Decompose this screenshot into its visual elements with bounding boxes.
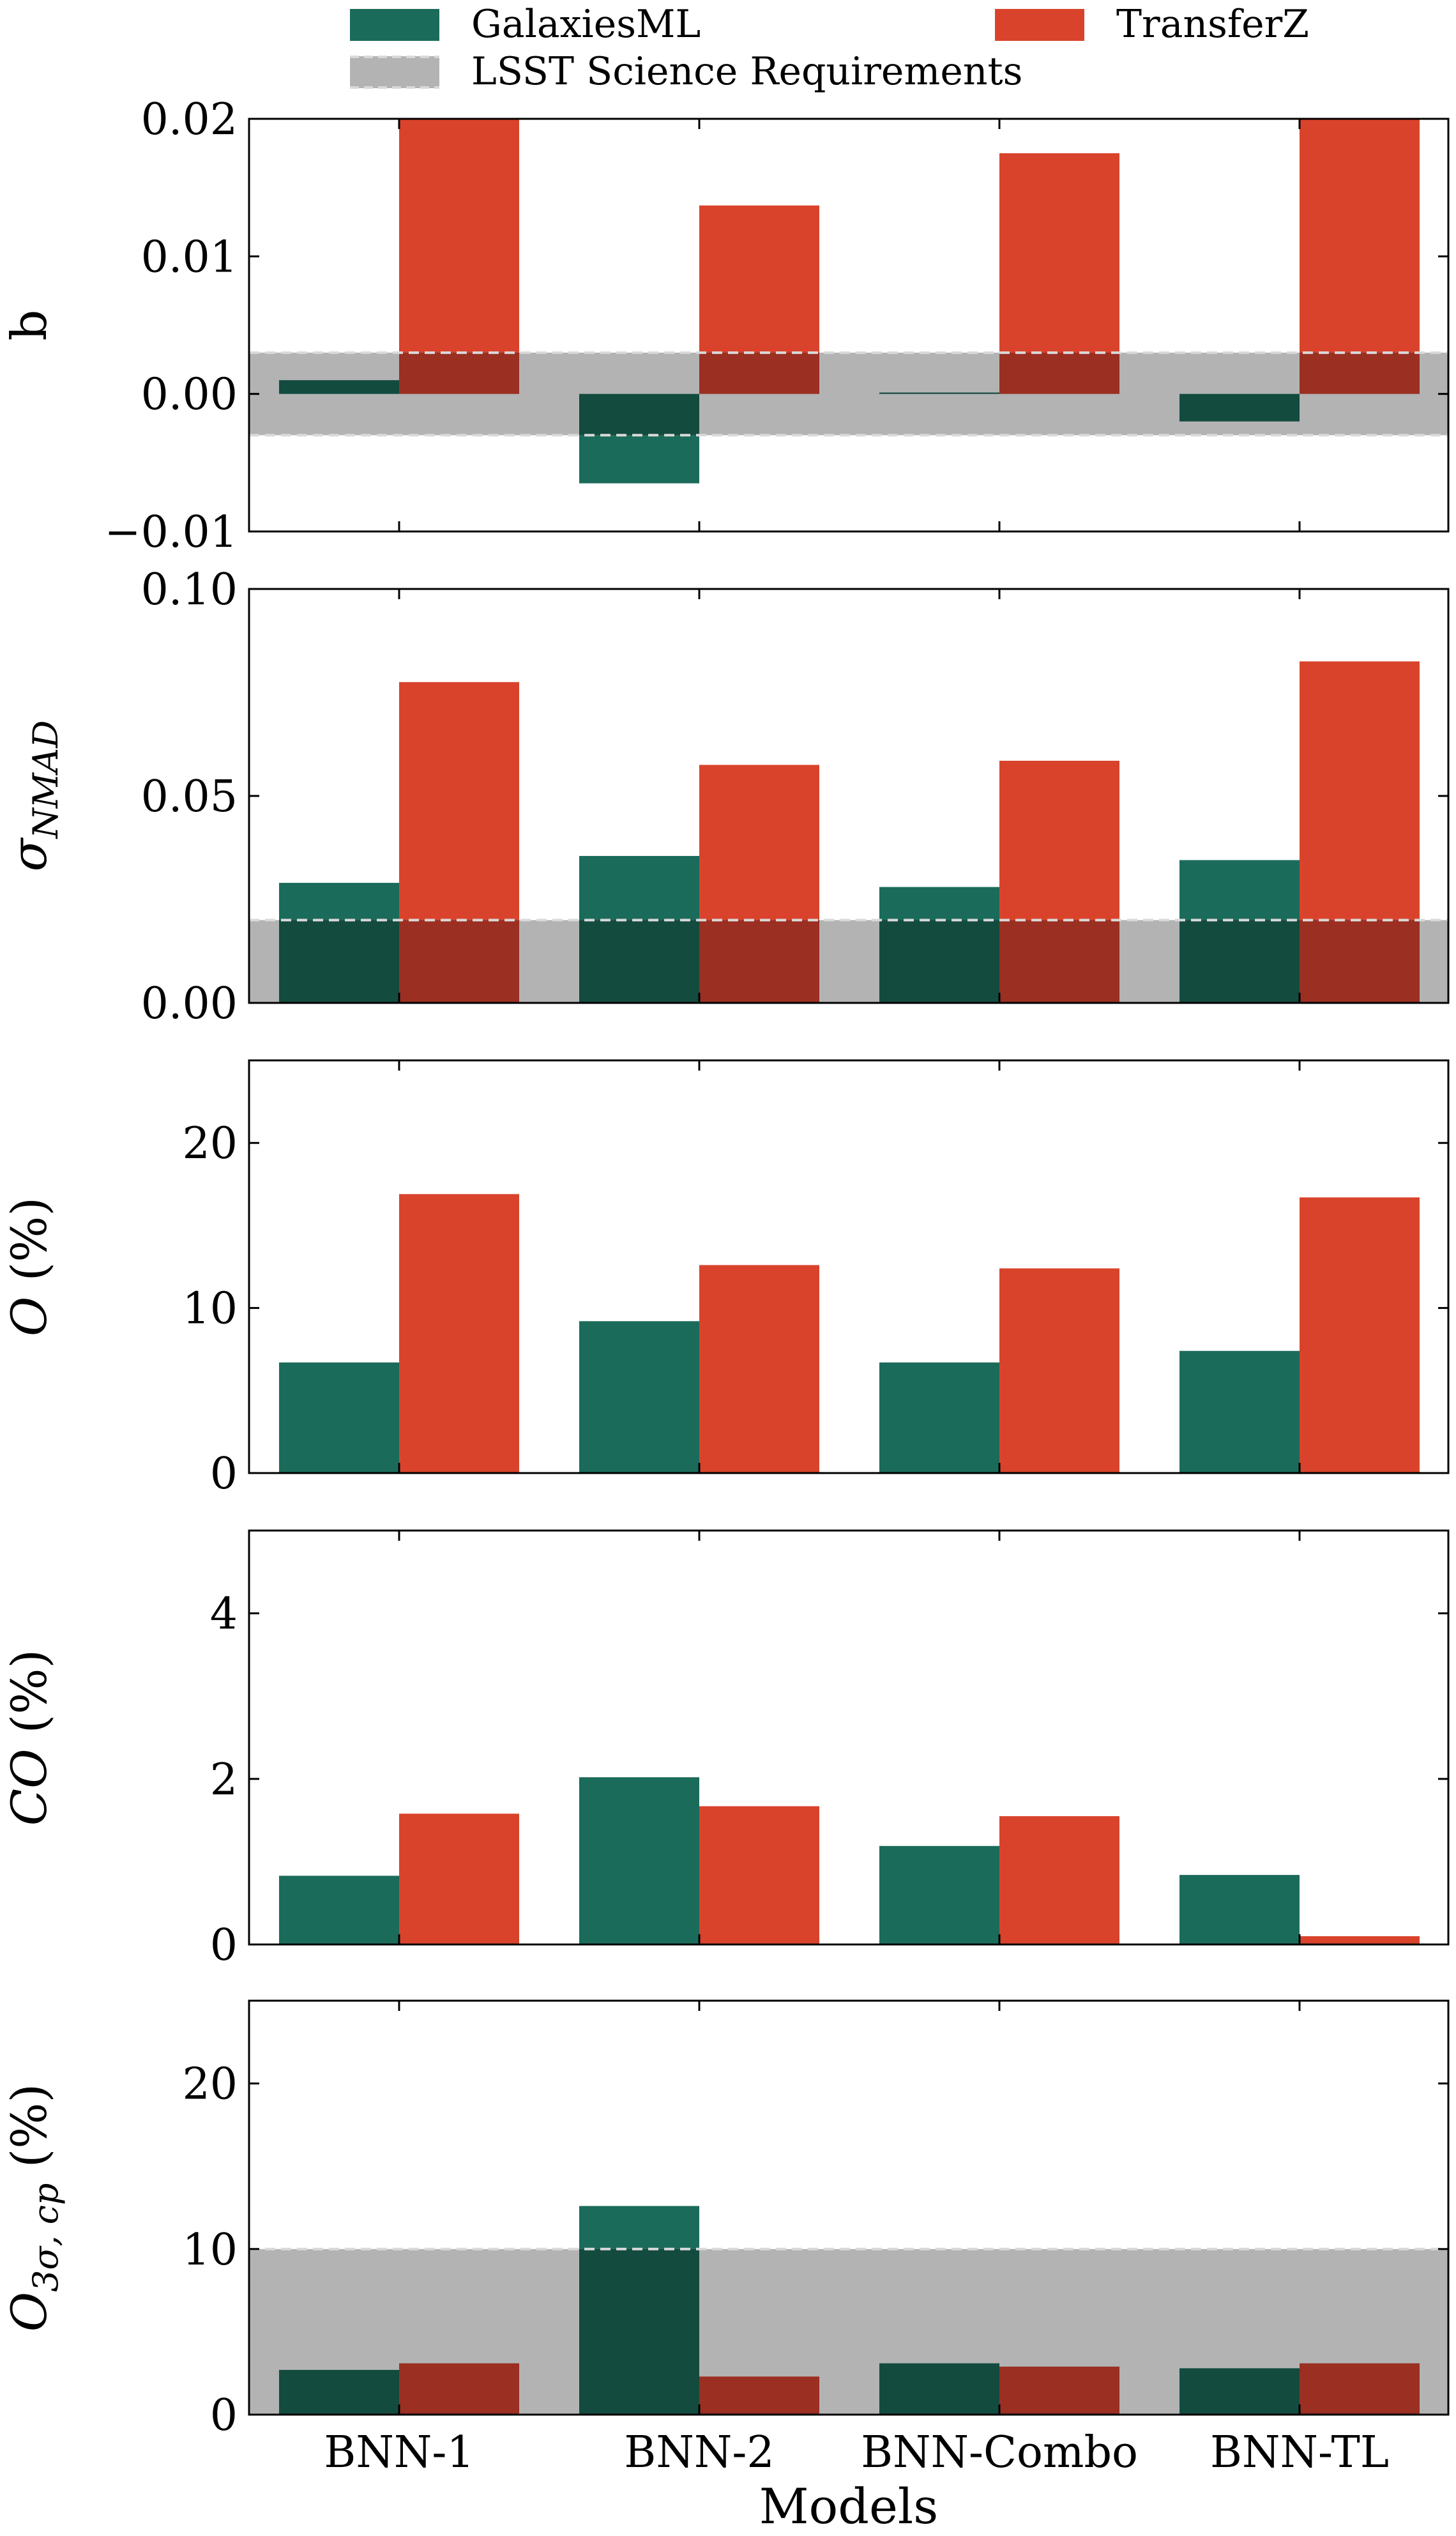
bar-band-overlap-bias-galaxiesml-bnn-tl — [1179, 393, 1300, 422]
bar-band-overlap-nmad-galaxiesml-bnn-1 — [279, 920, 399, 1003]
panels: −0.010.000.010.02b0.000.050.10σNMAD01020… — [1, 95, 1450, 2441]
ytick-label-nmad-2: 0.10 — [141, 565, 238, 615]
bars-outlier3sigma — [249, 2206, 1448, 2415]
legend-label-lsst: LSST Science Requirements — [471, 49, 1022, 94]
bar-band-overlap-nmad-transferz-bnn-1 — [399, 920, 519, 1003]
ytick-label-catastrophic-2: 4 — [210, 1589, 238, 1640]
bar-outlier-transferz-bnn-1 — [399, 1194, 519, 1473]
panel-catastrophic: 0 2 4 CO (%) — [1, 1529, 1450, 1971]
bar-band-overlap-nmad-galaxiesml-bnn-tl — [1179, 920, 1300, 1003]
bar-band-overlap-nmad-galaxiesml-bnn-combo — [879, 920, 999, 1003]
bar-catastrophic-galaxiesml-bnn-2 — [579, 1777, 699, 1944]
ylabel-bias: b — [1, 310, 57, 341]
bar-outlier-galaxiesml-bnn-combo — [879, 1362, 999, 1473]
ytick-label-bias-3: 0.02 — [141, 95, 238, 145]
bar-band-overlap-bias-transferz-bnn-tl — [1300, 353, 1420, 394]
legend-swatch-transferz — [995, 9, 1084, 41]
ylabel-nmad: σNMAD — [1, 721, 66, 872]
bar-outlier-galaxiesml-bnn-1 — [279, 1362, 399, 1473]
ytick-label-outlier3sigma-2: 20 — [182, 2059, 238, 2110]
ytick-label-outlier3sigma-1: 10 — [182, 2225, 238, 2275]
bar-band-overlap-outlier3sigma-galaxiesml-bnn-2 — [579, 2249, 699, 2415]
bar-band-overlap-bias-galaxiesml-bnn-1 — [279, 380, 399, 394]
legend-swatch-galaxiesml — [350, 9, 439, 41]
bar-band-overlap-bias-transferz-bnn-1 — [399, 353, 519, 394]
bar-band-overlap-outlier3sigma-galaxiesml-bnn-1 — [279, 2370, 399, 2415]
bar-band-overlap-outlier3sigma-transferz-bnn-2 — [699, 2376, 819, 2415]
ytick-label-bias-2: 0.01 — [141, 232, 238, 282]
axes-frame-bias — [248, 118, 1450, 533]
category-label-bnn-2: BNN-2 — [624, 2427, 774, 2478]
bar-band-overlap-bias-galaxiesml-bnn-combo — [879, 392, 999, 394]
bar-catastrophic-galaxiesml-bnn-1 — [279, 1875, 399, 1944]
bar-band-overlap-bias-galaxiesml-bnn-2 — [579, 393, 699, 436]
axes-frame-catastrophic — [248, 1529, 1450, 1946]
bar-band-overlap-bias-transferz-bnn-2 — [699, 353, 819, 394]
panel-outlier: 0 10 20 O (%) — [1, 1059, 1450, 1499]
ytick-label-catastrophic-1: 2 — [210, 1755, 238, 1805]
ytick-label-nmad-1: 0.05 — [141, 772, 238, 822]
bars-catastrophic — [279, 1777, 1420, 1944]
panel-outlier3sigma: 0 10 20 O3σ, cp (%) — [1, 1999, 1450, 2441]
ytick-label-outlier-1: 10 — [182, 1284, 238, 1334]
bar-outlier-transferz-bnn-combo — [999, 1268, 1119, 1473]
bar-band-overlap-outlier3sigma-transferz-bnn-tl — [1300, 2363, 1420, 2415]
bar-band-overlap-outlier3sigma-galaxiesml-bnn-combo — [879, 2363, 999, 2415]
ylabel-catastrophic: CO (%) — [1, 1649, 57, 1826]
bar-catastrophic-transferz-bnn-2 — [699, 1806, 819, 1944]
panel-nmad: 0.00 0.05 0.10 σNMAD — [1, 565, 1450, 1029]
bar-bias-transferz-bnn-1 — [399, 119, 519, 394]
legend-label-transferz: TransferZ — [1116, 2, 1309, 47]
bar-catastrophic-transferz-bnn-combo — [999, 1816, 1119, 1944]
bars-nmad — [249, 661, 1448, 1003]
bar-band-overlap-outlier3sigma-transferz-bnn-1 — [399, 2363, 519, 2415]
category-label-bnn-tl: BNN-TL — [1210, 2427, 1389, 2478]
bar-band-overlap-nmad-transferz-bnn-combo — [999, 920, 1119, 1003]
ytick-label-bias-1: 0.00 — [141, 370, 238, 420]
ytick-label-catastrophic-0: 0 — [210, 1920, 238, 1971]
panel-bias: −0.01 0.00 0.01 0.02 b — [1, 95, 1450, 558]
bar-catastrophic-transferz-bnn-1 — [399, 1814, 519, 1944]
bar-band-overlap-outlier3sigma-transferz-bnn-combo — [999, 2366, 1119, 2415]
legend-swatch-lsst — [350, 56, 439, 88]
bar-band-overlap-bias-transferz-bnn-combo — [999, 353, 1119, 394]
category-label-bnn-combo: BNN-Combo — [861, 2427, 1138, 2478]
bar-band-overlap-outlier3sigma-galaxiesml-bnn-tl — [1179, 2368, 1300, 2415]
x-axis: BNN-1 BNN-2 BNN-Combo BNN-TL — [324, 2427, 1389, 2478]
bar-bias-transferz-bnn-tl — [1300, 119, 1420, 394]
bar-outlier-galaxiesml-bnn-tl — [1179, 1350, 1300, 1473]
bar-catastrophic-galaxiesml-bnn-tl — [1179, 1875, 1300, 1944]
ytick-label-outlier-0: 0 — [210, 1449, 238, 1499]
ylabel-outlier3sigma: O3σ, cp (%) — [1, 2084, 66, 2332]
bar-band-overlap-nmad-transferz-bnn-2 — [699, 920, 819, 1003]
bar-outlier-transferz-bnn-2 — [699, 1265, 819, 1473]
bar-band-overlap-nmad-transferz-bnn-tl — [1300, 920, 1420, 1003]
ytick-label-outlier-2: 20 — [182, 1119, 238, 1169]
ylabel-outlier: O (%) — [1, 1197, 57, 1336]
x-axis-label: Models — [759, 2478, 939, 2535]
bar-outlier-galaxiesml-bnn-2 — [579, 1321, 699, 1473]
bars-bias — [249, 119, 1448, 484]
legend-label-galaxiesml: GalaxiesML — [471, 2, 701, 47]
legend: GalaxiesML TransferZ LSST Science Requir… — [350, 2, 1309, 94]
bar-band-overlap-nmad-galaxiesml-bnn-2 — [579, 920, 699, 1003]
ytick-label-outlier3sigma-0: 0 — [210, 2390, 238, 2441]
ytick-label-bias-0: −0.01 — [105, 507, 238, 558]
bar-outlier-transferz-bnn-tl — [1300, 1197, 1420, 1473]
ytick-label-nmad-0: 0.00 — [141, 979, 238, 1029]
axes-frame-outlier3sigma — [248, 1999, 1450, 2416]
bar-catastrophic-galaxiesml-bnn-combo — [879, 1845, 999, 1944]
bar-catastrophic-transferz-bnn-tl — [1300, 1936, 1420, 1944]
bars-outlier — [279, 1194, 1420, 1473]
axes-frame-outlier — [248, 1059, 1450, 1474]
category-label-bnn-1: BNN-1 — [324, 2427, 474, 2478]
